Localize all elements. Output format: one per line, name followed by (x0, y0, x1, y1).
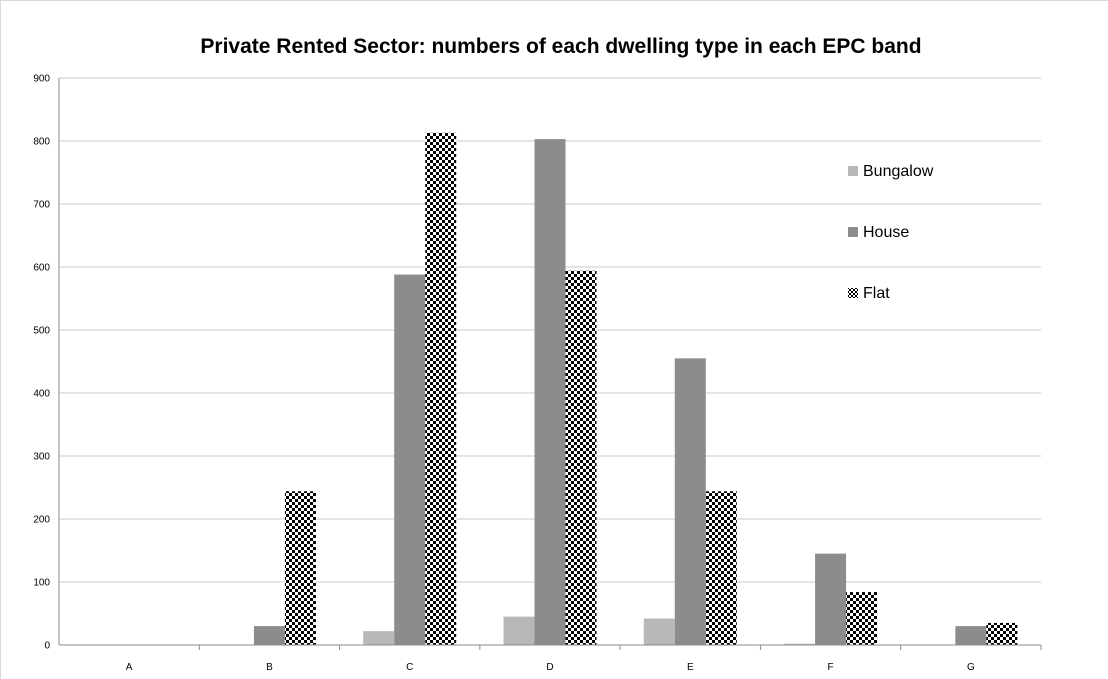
bar-bungalow-d (503, 616, 535, 645)
legend: Bungalow House Flat (848, 163, 934, 302)
y-tick-labels: 0 100 200 300 400 500 600 700 800 900 (33, 74, 50, 652)
bar-house-c (394, 274, 426, 645)
bar-flat-f (846, 592, 878, 645)
bars (253, 132, 1018, 646)
y-tick-label: 500 (33, 326, 50, 337)
legend-label-house: House (863, 224, 909, 241)
bar-house-f (815, 553, 847, 645)
bar-bungalow-f (784, 643, 816, 645)
y-tick-label: 600 (33, 263, 50, 274)
y-tick-label: 100 (33, 578, 50, 589)
bar-bungalow-c (363, 631, 395, 645)
bar-house-b (253, 626, 285, 645)
legend-label-flat: Flat (863, 285, 890, 302)
y-tick-label: 700 (33, 200, 50, 211)
y-tick-label: 200 (33, 515, 50, 526)
x-tick-label: G (967, 662, 975, 673)
x-tick-labels: A B C D E F G (126, 662, 975, 673)
x-tick-label: B (266, 662, 273, 673)
bar-flat-d (565, 270, 597, 645)
y-tick-label: 800 (33, 137, 50, 148)
x-tick-label: E (687, 662, 694, 673)
bar-flat-g (986, 622, 1018, 645)
legend-swatch-bungalow (848, 166, 858, 176)
y-tick-label: 900 (33, 74, 50, 85)
bar-house-d (534, 139, 566, 646)
x-tick-label: D (546, 662, 553, 673)
axes (58, 78, 1042, 650)
x-tick-label: A (126, 662, 133, 673)
legend-swatch-flat (848, 288, 858, 298)
bar-bungalow-e (643, 618, 675, 645)
bar-flat-b (284, 491, 316, 645)
bar-flat-e (705, 491, 737, 645)
legend-label-bungalow: Bungalow (863, 163, 934, 180)
y-tick-label: 0 (44, 641, 50, 652)
y-tick-label: 400 (33, 389, 50, 400)
x-tick-label: C (406, 662, 413, 673)
bar-flat-c (425, 132, 457, 645)
x-tick-label: F (828, 662, 834, 673)
chart-title: Private Rented Sector: numbers of each d… (200, 35, 921, 58)
legend-swatch-house (848, 227, 858, 237)
y-tick-label: 300 (33, 452, 50, 463)
bar-house-g (955, 626, 987, 645)
bar-house-e (674, 358, 706, 645)
